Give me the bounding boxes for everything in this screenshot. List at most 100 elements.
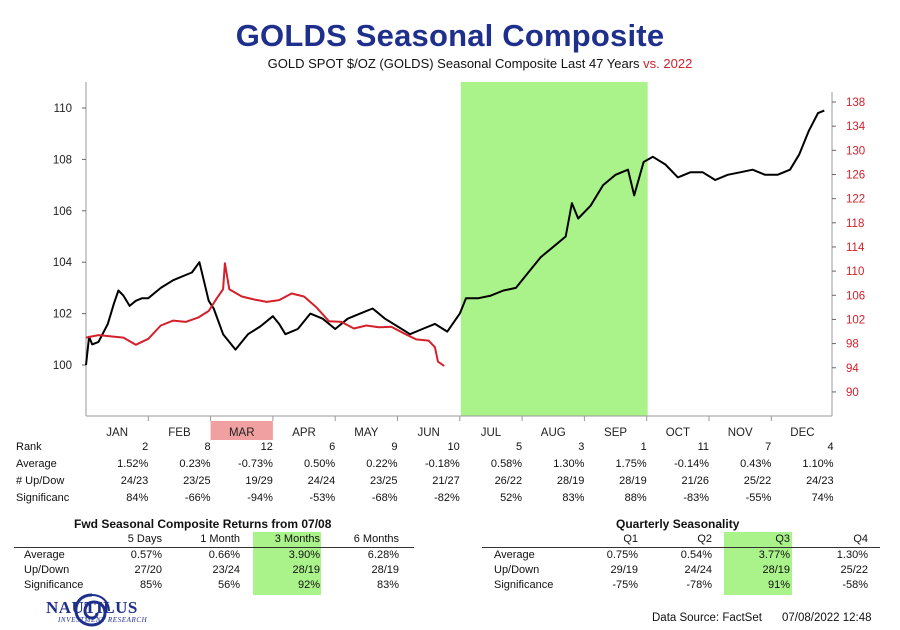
quarterly-cell: 1.30% bbox=[836, 549, 868, 561]
stats-cell: 9 bbox=[391, 441, 398, 453]
stats-cell: -53% bbox=[309, 492, 336, 504]
fwd-cell: 0.57% bbox=[130, 549, 162, 561]
month-label-layer: JAN FEB MAR APR MAY JUN JUL AUG SEP OCT NOV DEC bbox=[106, 427, 814, 439]
fwd-cell: 6.28% bbox=[367, 549, 399, 561]
stats-cell: 1.52% bbox=[117, 458, 149, 470]
stats-row-label: Average bbox=[16, 458, 57, 470]
stats-cell: 28/19 bbox=[619, 475, 647, 487]
stats-cell: -82% bbox=[434, 492, 460, 504]
fwd-column-header: 1 Month bbox=[200, 533, 240, 545]
quarterly-cell: 91% bbox=[767, 579, 790, 591]
quarterly-cell: 0.75% bbox=[606, 549, 638, 561]
fwd-cell: 85% bbox=[139, 579, 162, 591]
fwd-cell: 28/19 bbox=[292, 564, 320, 576]
month-label-sep: SEP bbox=[604, 427, 627, 439]
vs-year-label: vs. 2022 bbox=[643, 56, 693, 71]
axis-layer: 100 102 104 106 108 110 90 94 98 102 106 110 114 118 1… bbox=[53, 82, 866, 421]
left-tick-label: 100 bbox=[53, 360, 72, 372]
stats-cell: -94% bbox=[247, 492, 273, 504]
stats-cell: 7 bbox=[765, 441, 772, 453]
logo-tagline: INVESTMENT RESEARCH bbox=[58, 616, 148, 624]
right-tick-label: 110 bbox=[846, 266, 864, 278]
stats-cell: 1.30% bbox=[553, 458, 585, 470]
quarterly-column-header: Q1 bbox=[623, 533, 638, 545]
right-tick-label: 102 bbox=[846, 314, 865, 326]
seasonal-chart: 100 102 104 106 108 110 90 94 98 102 106 110 114 118 1… bbox=[53, 82, 866, 440]
data-source: Data Source: FactSet bbox=[652, 612, 762, 624]
fwd-table-title: Fwd Seasonal Composite Returns from 07/0… bbox=[74, 517, 332, 531]
quarterly-cell: 29/19 bbox=[610, 564, 638, 576]
stats-cell: 10 bbox=[447, 441, 460, 453]
chart-title: GOLDS Seasonal Composite bbox=[235, 18, 665, 53]
stats-cell: -66% bbox=[184, 492, 211, 504]
stats-cell: 25/22 bbox=[743, 475, 772, 487]
subtitle-text: GOLD SPOT $/OZ (GOLDS) Seasonal Composit… bbox=[267, 56, 640, 71]
right-tick-label: 130 bbox=[846, 145, 865, 157]
right-tick-label: 134 bbox=[846, 121, 866, 133]
quarterly-row-label: Up/Down bbox=[494, 564, 540, 576]
fwd-cell: 23/24 bbox=[212, 564, 240, 576]
month-label-mar: MAR bbox=[229, 427, 255, 439]
left-tick-label: 104 bbox=[53, 257, 73, 269]
stats-cell: 23/25 bbox=[369, 475, 398, 487]
fwd-cell: 27/20 bbox=[134, 564, 162, 576]
quarterly-cell: -58% bbox=[842, 579, 868, 591]
quarterly-cell: 0.54% bbox=[680, 549, 712, 561]
month-label-aug: AUG bbox=[541, 427, 566, 439]
stats-cell: 26/22 bbox=[494, 475, 523, 487]
stats-cell: 23/25 bbox=[183, 475, 211, 487]
stats-row-label: Rank bbox=[16, 441, 42, 453]
stats-cell: 1.10% bbox=[802, 458, 834, 470]
stats-cell: 0.50% bbox=[303, 458, 336, 470]
fwd-table-rule bbox=[14, 547, 414, 548]
quarterly-cell: 28/19 bbox=[762, 564, 790, 576]
fwd-row-label: Average bbox=[24, 549, 65, 561]
stats-cell: 21/26 bbox=[681, 475, 709, 487]
stats-cell: 6 bbox=[329, 441, 336, 453]
logo-wordmark: NAUTILUS bbox=[46, 598, 138, 617]
stats-cell: 88% bbox=[624, 492, 647, 504]
quarterly-table-rule bbox=[482, 547, 880, 548]
stats-cell: 3 bbox=[578, 441, 585, 453]
quarterly-cell: 24/24 bbox=[684, 564, 712, 576]
stats-cell: 5 bbox=[515, 441, 523, 453]
stats-cell: 24/23 bbox=[120, 475, 149, 487]
right-tick-label: 138 bbox=[846, 97, 865, 109]
right-tick-label: 98 bbox=[846, 339, 859, 351]
quarterly-row-label: Significance bbox=[494, 579, 554, 591]
stats-cell: 1 bbox=[640, 441, 647, 453]
right-tick-label: 90 bbox=[846, 387, 859, 399]
nautilus-logo-icon bbox=[74, 593, 110, 627]
fwd-column-header: 5 Days bbox=[127, 533, 162, 545]
stats-cell: -83% bbox=[683, 492, 709, 504]
month-label-apr: APR bbox=[292, 427, 316, 439]
right-tick-label: 106 bbox=[846, 290, 865, 302]
stats-cell: -55% bbox=[745, 492, 772, 504]
stats-cell: 0.58% bbox=[490, 458, 523, 470]
chart-subtitle: GOLD SPOT $/OZ (GOLDS) Seasonal Composit… bbox=[0, 56, 900, 71]
month-label-jan: JAN bbox=[106, 427, 128, 439]
stats-cell: 4 bbox=[827, 441, 834, 453]
average-row: Average 1.52% 0.23% -0.73% 0.50% 0.22% -0.18% 0… bbox=[0, 458, 900, 474]
stats-cell: 19/29 bbox=[245, 475, 273, 487]
line-layer bbox=[85, 109, 825, 367]
right-tick-label: 118 bbox=[846, 218, 864, 230]
stats-row-label: # Up/Dow bbox=[16, 475, 65, 487]
red-month-band bbox=[210, 421, 273, 440]
stats-cell: -0.18% bbox=[424, 458, 460, 470]
stats-cell: 0.23% bbox=[179, 458, 211, 470]
left-tick-label: 110 bbox=[54, 103, 72, 115]
stats-cell: 83% bbox=[562, 492, 585, 504]
stats-row-label: Significanc bbox=[16, 492, 70, 504]
quarterly-row-label: Average bbox=[494, 549, 535, 561]
stats-cell: 12 bbox=[260, 441, 273, 453]
stats-cell: 0.43% bbox=[740, 458, 772, 470]
month-label-dec: DEC bbox=[790, 427, 814, 439]
right-tick-label: 122 bbox=[846, 194, 865, 206]
stats-cell: 1.75% bbox=[615, 458, 647, 470]
quarterly-cell: -78% bbox=[686, 579, 712, 591]
quarterly-cell: -75% bbox=[612, 579, 638, 591]
month-label-feb: FEB bbox=[168, 427, 191, 439]
right-tick-label: 114 bbox=[846, 242, 865, 254]
left-tick-label: 106 bbox=[53, 206, 72, 218]
